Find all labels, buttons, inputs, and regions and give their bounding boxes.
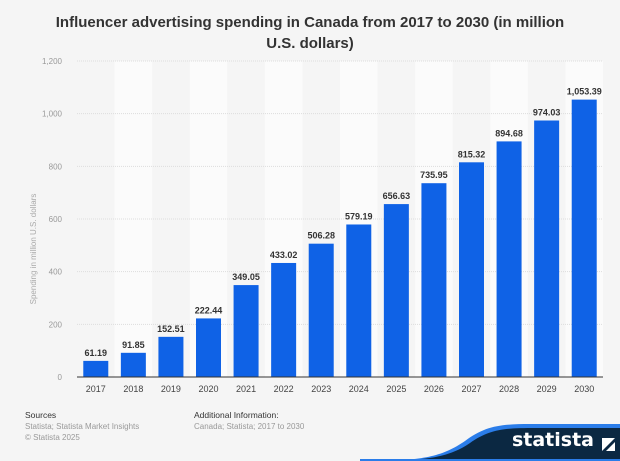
bar — [383, 204, 409, 377]
bar-chart: 0 200 400 600 800 1,000 1,200 Spending in milli… — [29, 57, 603, 394]
bar — [459, 162, 484, 377]
additional-info-block: Additional Information: Canada; Statista… — [194, 410, 304, 432]
bar — [271, 262, 297, 377]
data-label: 152.51 — [157, 324, 185, 334]
copyright: © Statista 2025 — [25, 433, 80, 442]
statista-logo-text: statista — [511, 429, 594, 451]
x-tick-label: 2023 — [311, 384, 331, 394]
y-tick-label: 0 — [58, 373, 63, 382]
x-tick-label: 2020 — [198, 384, 218, 394]
data-label: 222.44 — [195, 305, 223, 315]
info-heading: Additional Information: — [194, 410, 279, 420]
x-tick-label: 2025 — [386, 384, 406, 394]
bar — [571, 99, 597, 377]
data-label: 579.19 — [345, 211, 373, 221]
info-text: Canada; Statista; 2017 to 2030 — [194, 422, 305, 431]
data-label: 974.03 — [533, 108, 561, 118]
y-tick-label: 1,000 — [42, 110, 63, 119]
y-tick-label: 800 — [49, 162, 63, 171]
x-tick-label: 2017 — [86, 384, 106, 394]
data-label: 349.05 — [232, 272, 260, 282]
bar — [346, 224, 372, 377]
x-tick-label: 2024 — [349, 384, 369, 394]
sources-heading: Sources — [25, 410, 57, 420]
bar — [421, 183, 447, 377]
y-tick-label: 600 — [49, 215, 63, 224]
y-tick-label: 400 — [49, 268, 63, 277]
x-tick-label: 2027 — [461, 384, 481, 394]
bar — [83, 360, 109, 377]
bar — [196, 318, 221, 377]
bar — [158, 336, 184, 377]
data-label: 815.32 — [458, 149, 486, 159]
x-tick-label: 2029 — [537, 384, 557, 394]
bar — [233, 285, 259, 377]
statista-logo-banner — [360, 424, 620, 461]
data-label: 506.28 — [307, 231, 335, 241]
x-tick-label: 2019 — [161, 384, 181, 394]
bar — [308, 243, 334, 377]
data-label: 656.63 — [383, 191, 411, 201]
x-tick-label: 2028 — [499, 384, 519, 394]
data-label: 1,053.39 — [567, 87, 602, 97]
y-axis-label: Spending in million U.S. dollars — [29, 194, 38, 305]
data-label: 894.68 — [495, 128, 523, 138]
data-label: 61.19 — [85, 348, 108, 358]
y-tick-label: 1,200 — [42, 57, 63, 66]
bar — [534, 120, 560, 377]
data-label: 735.95 — [420, 170, 448, 180]
data-label: 91.85 — [122, 340, 145, 350]
x-tick-label: 2026 — [424, 384, 444, 394]
x-tick-label: 2030 — [574, 384, 594, 394]
bar — [120, 352, 146, 377]
bar — [496, 141, 522, 377]
data-label: 433.02 — [270, 250, 298, 260]
sources-block: Sources Statista; Statista Market Insigh… — [25, 410, 139, 443]
chart-title: Influencer advertising spending in Canad… — [55, 14, 565, 52]
x-tick-label: 2021 — [236, 384, 256, 394]
x-tick-label: 2022 — [274, 384, 294, 394]
sources-text: Statista; Statista Market Insights — [25, 422, 140, 431]
y-tick-label: 200 — [49, 320, 63, 329]
x-tick-label: 2018 — [123, 384, 143, 394]
